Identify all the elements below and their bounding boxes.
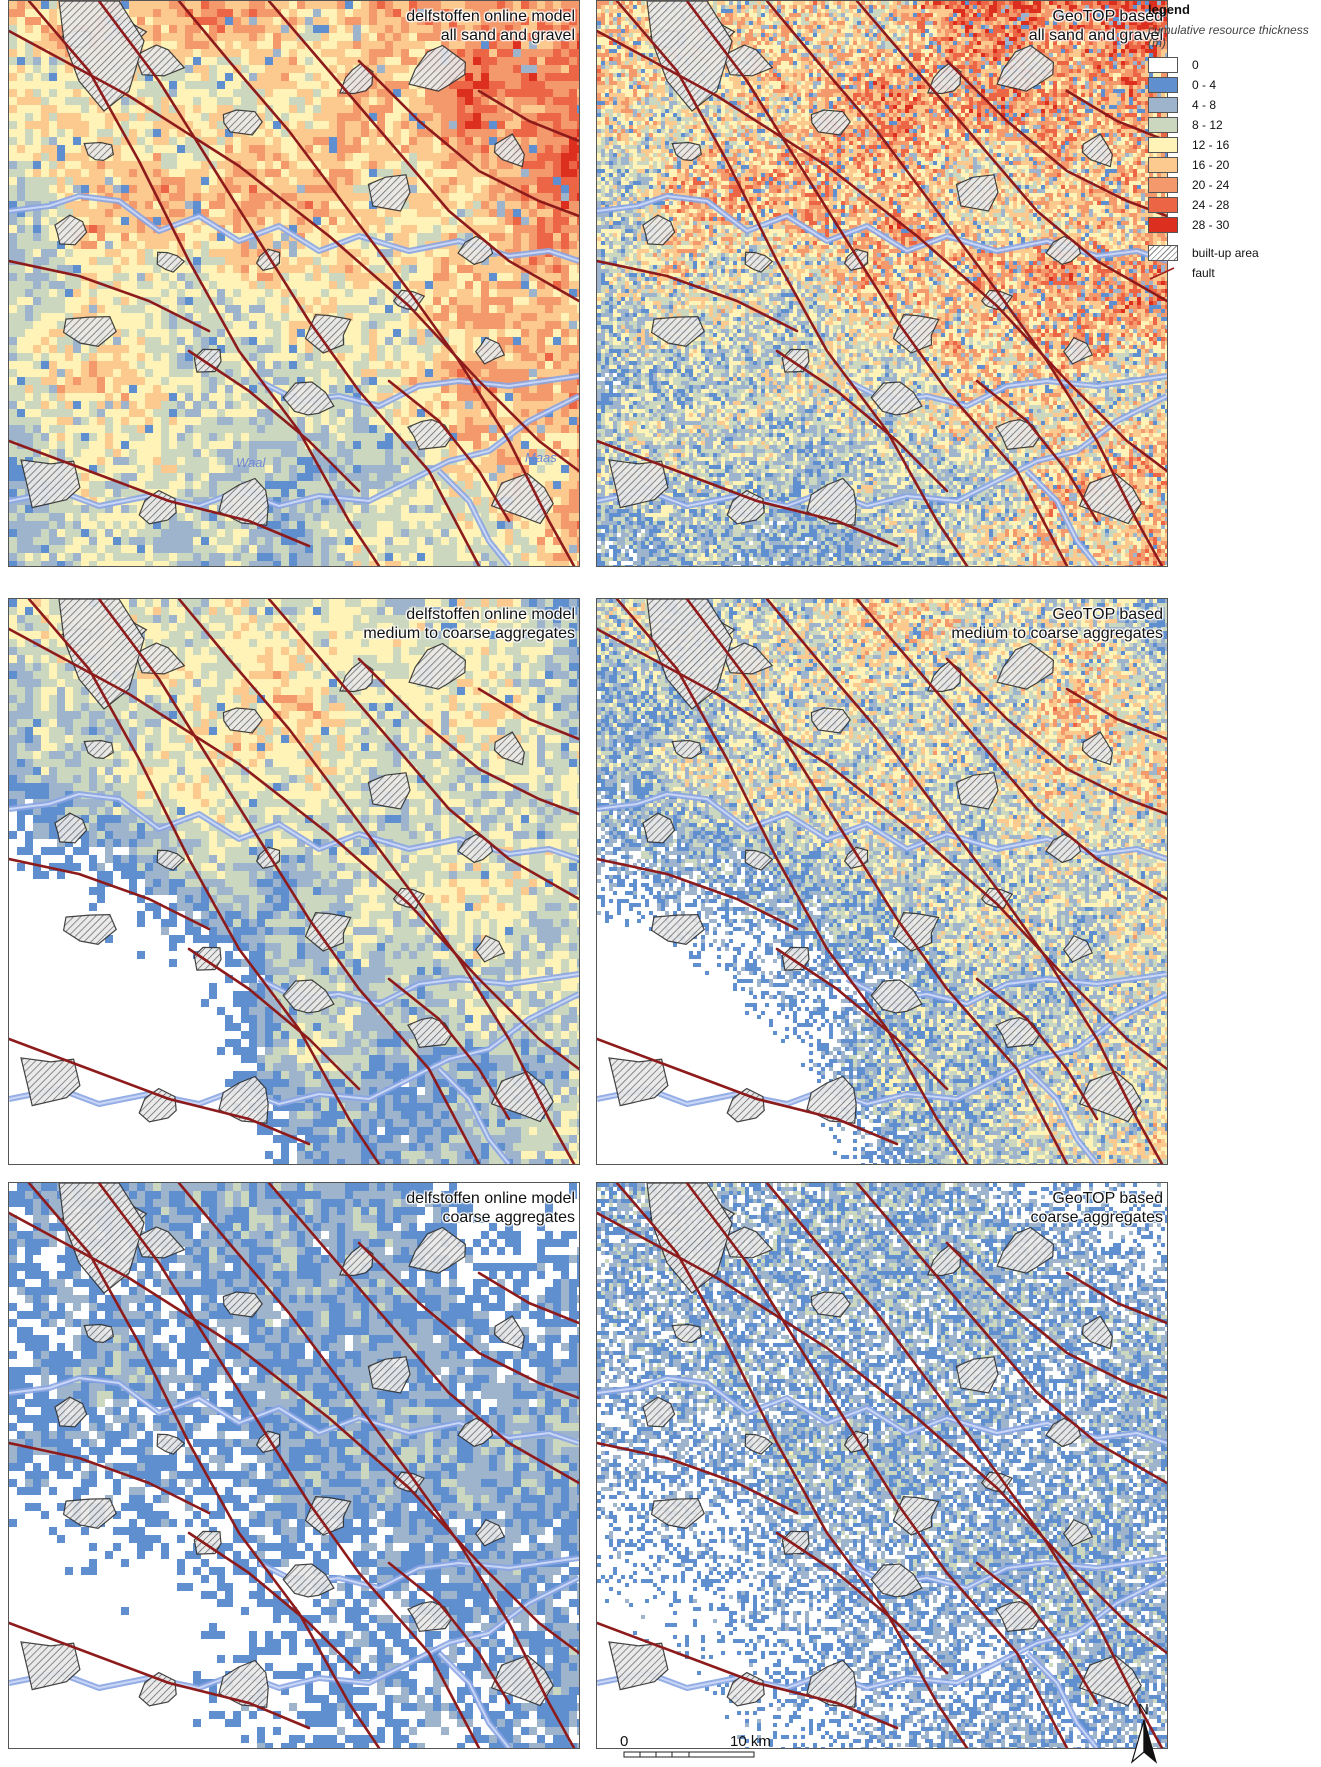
- legend-class: 20 - 24: [1148, 175, 1321, 195]
- legend-subtitle: cumulative resource thickness (m): [1148, 24, 1321, 50]
- thickness-map: [597, 1183, 1167, 1748]
- thickness-map: [9, 599, 579, 1164]
- river-label-waal: Waal: [236, 455, 265, 470]
- north-label: N: [1138, 1701, 1149, 1718]
- panel-title: GeoTOP based medium to coarse aggregates: [951, 605, 1163, 643]
- legend-swatch: [1148, 57, 1178, 73]
- legend-class: 12 - 16: [1148, 135, 1321, 155]
- thickness-map: [9, 1183, 579, 1748]
- legend-swatch: [1148, 117, 1178, 133]
- legend-class: 24 - 28: [1148, 195, 1321, 215]
- thickness-map: [597, 1, 1167, 566]
- legend-class: 16 - 20: [1148, 155, 1321, 175]
- map-panel-dom-medium: delfstoffen online model medium to coarse…: [8, 598, 580, 1165]
- legend-swatch: [1148, 217, 1178, 233]
- scale-start-label: 0: [620, 1733, 628, 1750]
- legend-swatch: [1148, 97, 1178, 113]
- scale-end-label: 10 km: [730, 1733, 771, 1750]
- river-label-maas: Maas: [525, 450, 557, 465]
- hatch-swatch-icon: [1148, 245, 1178, 261]
- legend-swatch: [1148, 157, 1178, 173]
- scale-bar: 0 10 km: [620, 1728, 790, 1764]
- legend-built-up: built-up area: [1148, 243, 1321, 263]
- legend-class: 0 - 4: [1148, 75, 1321, 95]
- legend-class: 8 - 12: [1148, 115, 1321, 135]
- legend-title: legend: [1148, 2, 1321, 17]
- map-panel-geotop-medium: GeoTOP based medium to coarse aggregates: [596, 598, 1168, 1165]
- legend-swatch: [1148, 197, 1178, 213]
- panel-title: delfstoffen online model all sand and gra…: [406, 7, 575, 45]
- legend-swatch: [1148, 137, 1178, 153]
- panel-title: GeoTOP based all sand and gravel: [1029, 7, 1163, 45]
- panel-title: delfstoffen online model coarse aggregate…: [406, 1189, 575, 1227]
- thickness-map: [9, 1, 579, 566]
- legend-class: 28 - 30: [1148, 215, 1321, 235]
- legend-fault: fault: [1148, 263, 1321, 283]
- legend-class: 4 - 8: [1148, 95, 1321, 115]
- map-panel-dom-all: delfstoffen online model all sand and gra…: [8, 0, 580, 567]
- panel-title: GeoTOP based coarse aggregates: [1030, 1189, 1163, 1227]
- map-panel-dom-coarse: delfstoffen online model coarse aggregate…: [8, 1182, 580, 1749]
- map-panel-geotop-coarse: GeoTOP based coarse aggregates: [596, 1182, 1168, 1749]
- legend-class: 0: [1148, 55, 1321, 75]
- map-panel-geotop-all: GeoTOP based all sand and gravel: [596, 0, 1168, 567]
- north-arrow-icon: N: [1120, 1700, 1170, 1766]
- panel-title: delfstoffen online model medium to coarse…: [363, 605, 575, 643]
- fault-line-icon: [1148, 266, 1176, 280]
- legend: legend cumulative resource thickness (m)…: [1148, 2, 1321, 283]
- legend-swatch: [1148, 77, 1178, 93]
- legend-swatch: [1148, 177, 1178, 193]
- thickness-map: [597, 599, 1167, 1164]
